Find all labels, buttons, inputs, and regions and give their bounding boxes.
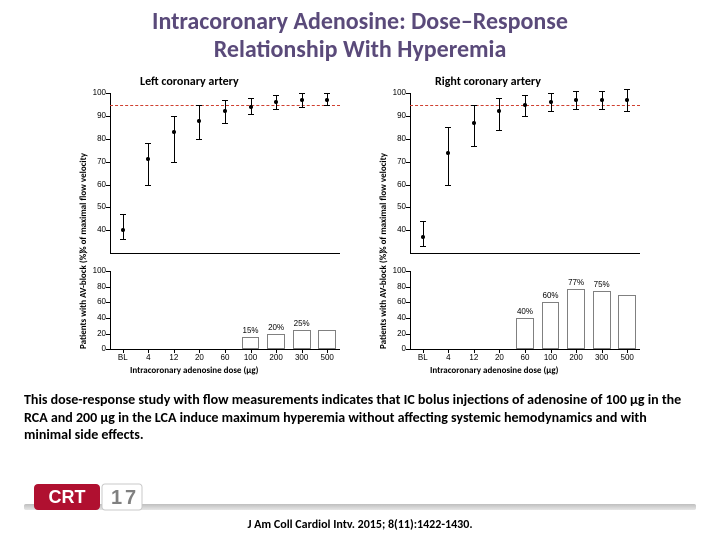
footer: CRT 1 7 J Am Coll Cardiol Intv. 2015; 8(… bbox=[0, 488, 720, 540]
svg-text:7: 7 bbox=[125, 487, 136, 509]
slide-title: Intracoronary Adenosine: Dose–Response R… bbox=[0, 0, 720, 67]
figure-panel: Left coronary arteryRight coronary arter… bbox=[55, 73, 665, 383]
svg-text:CRT: CRT bbox=[49, 487, 86, 507]
title-line2: Relationship With Hyperemia bbox=[214, 35, 507, 64]
crt17-logo: CRT 1 7 bbox=[34, 480, 144, 514]
citation-text: J Am Coll Cardiol Intv. 2015; 8(11):1422… bbox=[0, 518, 720, 532]
caption-text: This dose-response study with flow measu… bbox=[0, 383, 720, 444]
svg-text:1: 1 bbox=[111, 487, 122, 509]
title-line1: Intracoronary Adenosine: Dose–Response bbox=[152, 7, 568, 36]
